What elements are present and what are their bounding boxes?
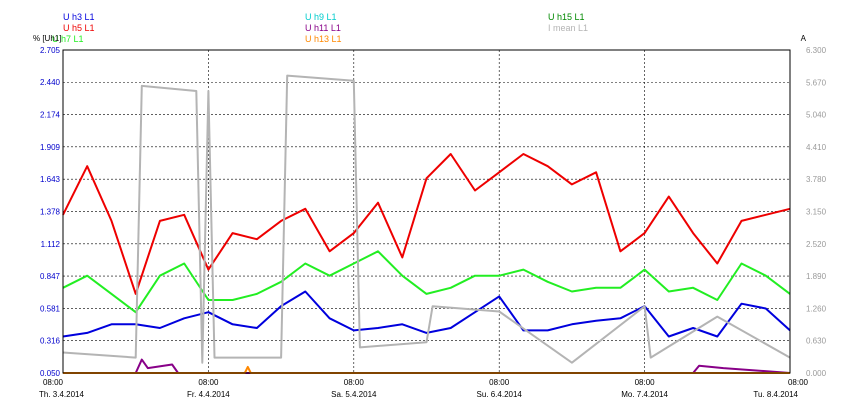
left-tick-label: 1.378	[40, 207, 61, 216]
right-tick-label: 5.040	[806, 111, 827, 120]
series-line-i-mean-l1	[62, 74, 791, 364]
left-tick-label: 1.643	[40, 175, 61, 184]
series-line-u-h7-l1	[62, 250, 791, 314]
right-tick-label: 1.260	[806, 304, 827, 313]
legend-entry: U h15 L1	[548, 12, 585, 22]
legend-entry: U h7 L1	[52, 34, 84, 44]
x-time-label: 08:00	[198, 378, 219, 387]
right-tick-label: 5.670	[806, 78, 827, 87]
x-time-label: 08:00	[788, 378, 809, 387]
left-tick-label: 0.316	[40, 337, 61, 346]
left-tick-label: 2.174	[40, 111, 61, 120]
x-time-label: 08:00	[344, 378, 365, 387]
left-tick-label: 0.581	[40, 304, 61, 313]
legend-entry: U h11 L1	[305, 23, 341, 33]
series-line-u-h11-l1	[63, 358, 791, 374]
left-tick-label: 2.440	[40, 78, 61, 87]
grid	[63, 50, 790, 373]
right-axis-title: A	[801, 34, 807, 43]
right-tick-label: 0.000	[806, 369, 827, 378]
plot-frame	[62, 49, 791, 374]
left-tick-label: 2.705	[40, 46, 61, 55]
x-time-label: 08:00	[489, 378, 510, 387]
left-tick-label: 1.909	[40, 143, 61, 152]
x-time-label: 08:00	[635, 378, 656, 387]
x-date-label: Mo. 7.4.2014	[621, 390, 668, 399]
x-date-label: Tu. 8.4.2014	[753, 390, 798, 399]
left-tick-label: 0.847	[40, 272, 61, 281]
legend-entry: I mean L1	[548, 23, 588, 33]
legend-entry: U h3 L1	[63, 12, 95, 22]
series-line-u-h3-l1	[62, 290, 791, 338]
left-axis-title: % [Uh1]	[33, 34, 61, 43]
x-axis-ticks: 08:00 Th. 3.4.2014 08:00 Fr. 4.4.2014 08:00 S…	[39, 378, 809, 399]
left-tick-label: 0.050	[40, 369, 61, 378]
legend-entry: U h13 L1	[305, 34, 342, 44]
x-time-label: 08:00	[43, 378, 64, 387]
x-date-label: Sa. 5.4.2014	[331, 390, 377, 399]
x-date-label: Th. 3.4.2014	[39, 390, 84, 399]
x-date-label: Fr. 4.4.2014	[187, 390, 230, 399]
legend-entry: U h5 L1	[63, 23, 95, 33]
left-axis-ticks: 0.050 0.316 0.581 0.847 1.112 1.378 1.643 1.909…	[40, 46, 61, 378]
legend-entry: U h9 L1	[305, 12, 337, 22]
series-line-u-h13-l1	[63, 365, 790, 374]
left-tick-label: 1.112	[41, 240, 61, 249]
right-tick-label: 0.630	[806, 337, 827, 346]
right-axis-ticks: 0.000 0.630 1.260 1.890 2.520 3.150 3.780 4.410…	[806, 46, 827, 378]
series-line-u-h5-l1	[62, 153, 791, 295]
right-tick-label: 1.890	[806, 272, 827, 281]
x-date-label: Su. 6.4.2014	[477, 390, 523, 399]
right-tick-label: 6.300	[806, 46, 827, 55]
series-lines	[62, 74, 791, 374]
right-tick-label: 2.520	[806, 240, 827, 249]
legend: U h3 L1U h5 L1U h7 L1U h9 L1U h11 L1U h1…	[52, 12, 588, 44]
right-tick-label: 3.150	[806, 208, 827, 217]
right-tick-label: 4.410	[806, 143, 827, 152]
right-tick-label: 3.780	[806, 175, 827, 184]
